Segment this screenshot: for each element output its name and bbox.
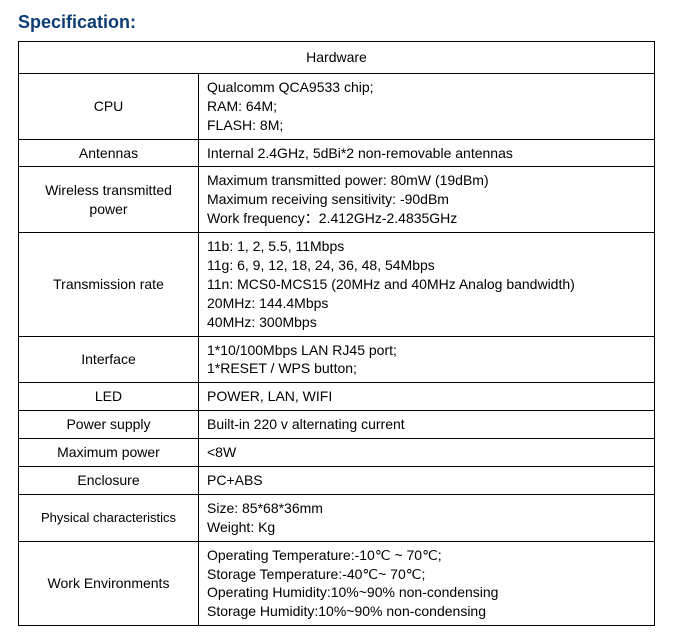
table-row: Power supplyBuilt-in 220 v alternating c…: [19, 411, 655, 439]
section-header: Hardware: [19, 42, 655, 74]
spec-label: Antennas: [19, 139, 199, 167]
spec-label: Work Environments: [19, 541, 199, 626]
spec-label: Physical characteristics: [19, 494, 199, 541]
spec-label: Enclosure: [19, 467, 199, 495]
spec-value: Operating Temperature:-10℃ ~ 70℃; Storag…: [199, 541, 655, 626]
spec-value: 11b: 1, 2, 5.5, 11Mbps 11g: 6, 9, 12, 18…: [199, 233, 655, 336]
table-row: Transmission rate11b: 1, 2, 5.5, 11Mbps …: [19, 233, 655, 336]
spec-value: Qualcomm QCA9533 chip; RAM: 64M; FLASH: …: [199, 73, 655, 139]
spec-value: 1*10/100Mbps LAN RJ45 port; 1*RESET / WP…: [199, 336, 655, 383]
spec-value: Internal 2.4GHz, 5dBi*2 non-removable an…: [199, 139, 655, 167]
table-row: CPUQualcomm QCA9533 chip; RAM: 64M; FLAS…: [19, 73, 655, 139]
spec-value: POWER, LAN, WIFI: [199, 383, 655, 411]
table-row: Work EnvironmentsOperating Temperature:-…: [19, 541, 655, 626]
spec-value: Size: 85*68*36mm Weight: Kg: [199, 494, 655, 541]
spec-value: Maximum transmitted power: 80mW (19dBm) …: [199, 167, 655, 233]
page-title: Specification:: [18, 12, 655, 33]
spec-label: Interface: [19, 336, 199, 383]
table-row: AntennasInternal 2.4GHz, 5dBi*2 non-remo…: [19, 139, 655, 167]
spec-label: Power supply: [19, 411, 199, 439]
spec-label: Maximum power: [19, 439, 199, 467]
table-row: Physical characteristicsSize: 85*68*36mm…: [19, 494, 655, 541]
table-row: LEDPOWER, LAN, WIFI: [19, 383, 655, 411]
spec-value: Built-in 220 v alternating current: [199, 411, 655, 439]
section-header-row: Hardware: [19, 42, 655, 74]
table-row: Maximum power<8W: [19, 439, 655, 467]
table-row: Wireless transmitted powerMaximum transm…: [19, 167, 655, 233]
spec-value: PC+ABS: [199, 467, 655, 495]
table-row: Interface1*10/100Mbps LAN RJ45 port; 1*R…: [19, 336, 655, 383]
spec-label: CPU: [19, 73, 199, 139]
spec-label: Transmission rate: [19, 233, 199, 336]
spec-value: <8W: [199, 439, 655, 467]
table-row: EnclosurePC+ABS: [19, 467, 655, 495]
spec-label: Wireless transmitted power: [19, 167, 199, 233]
spec-label: LED: [19, 383, 199, 411]
spec-table: Hardware CPUQualcomm QCA9533 chip; RAM: …: [18, 41, 655, 626]
